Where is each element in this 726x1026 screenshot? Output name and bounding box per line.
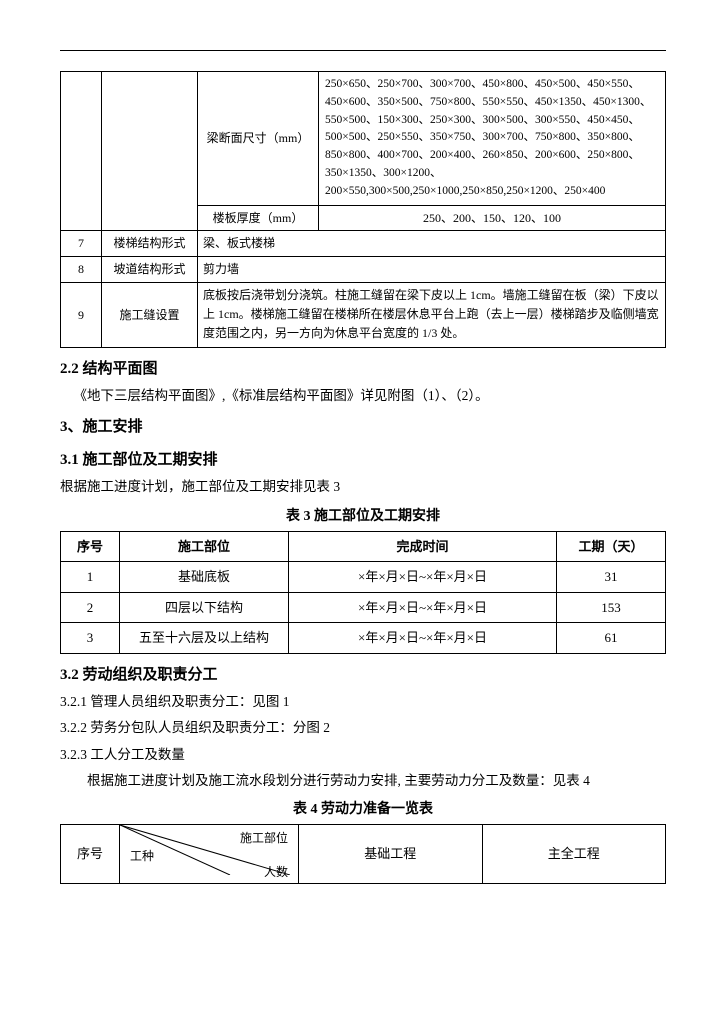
beam-section-values: 250×650、250×700、300×700、450×800、450×500、… xyxy=(319,72,666,206)
t4-col-main: 主全工程 xyxy=(482,825,666,884)
header-rule xyxy=(60,50,666,51)
structure-spec-table: 梁断面尺寸（mm） 250×650、250×700、300×700、450×80… xyxy=(60,71,666,348)
t3-cell: ×年×月×日~×年×月×日 xyxy=(289,562,557,593)
table4-caption: 表 4 劳动力准备一览表 xyxy=(60,799,666,820)
row7-value: 梁、板式楼梯 xyxy=(198,230,666,256)
row8-label: 坡道结构形式 xyxy=(102,256,198,282)
row8-value: 剪力墙 xyxy=(198,256,666,282)
t3-header: 序号 xyxy=(61,531,120,562)
row8-no: 8 xyxy=(61,256,102,282)
section-3-2-2: 3.2.2 劳务分包队人员组织及职责分工：分图 2 xyxy=(60,718,666,738)
slab-thickness-values: 250、200、150、120、100 xyxy=(319,205,666,230)
section-3-title: 3、施工安排 xyxy=(60,416,666,439)
diag-bot-label: 人数 xyxy=(264,863,288,881)
t3-cell: 四层以下结构 xyxy=(120,592,289,623)
section-3-1-body: 根据施工进度计划，施工部位及工期安排见表 3 xyxy=(60,477,666,497)
diag-top-label: 施工部位 xyxy=(240,829,288,847)
row9-value: 底板按后浇带划分浇筑。柱施工缝留在梁下皮以上 1cm。墙施工缝留在板（梁）下皮以… xyxy=(198,283,666,348)
row9-label: 施工缝设置 xyxy=(102,283,198,348)
section-2-2-title: 2.2 结构平面图 xyxy=(60,358,666,381)
section-2-2-body: 《地下三层结构平面图》,《标准层结构平面图》详见附图（1）、（2）。 xyxy=(60,386,666,406)
t3-cell: 1 xyxy=(61,562,120,593)
slab-thickness-label: 楼板厚度（mm） xyxy=(198,205,319,230)
t3-header: 完成时间 xyxy=(289,531,557,562)
t3-cell: 2 xyxy=(61,592,120,623)
t4-diagonal-header: 施工部位 工种 人数 xyxy=(120,825,299,884)
t3-cell: 基础底板 xyxy=(120,562,289,593)
t3-cell: 153 xyxy=(557,592,666,623)
table3-caption: 表 3 施工部位及工期安排 xyxy=(60,506,666,527)
row7-no: 7 xyxy=(61,230,102,256)
section-3-2-3: 3.2.3 工人分工及数量 xyxy=(60,745,666,765)
t3-cell: 3 xyxy=(61,623,120,654)
t4-col-foundation: 基础工程 xyxy=(299,825,483,884)
section-3-2-3-body: 根据施工进度计划及施工流水段划分进行劳动力安排, 主要劳动力分工及数量：见表 4 xyxy=(60,771,666,791)
schedule-table: 序号施工部位完成时间工期（天） 1基础底板×年×月×日~×年×月×日31 2四层以… xyxy=(60,531,666,654)
t3-header: 施工部位 xyxy=(120,531,289,562)
section-3-1-title: 3.1 施工部位及工期安排 xyxy=(60,449,666,472)
t3-cell: 五至十六层及以上结构 xyxy=(120,623,289,654)
t3-header: 工期（天） xyxy=(557,531,666,562)
labor-table: 序号 施工部位 工种 人数 基础工程 主全工程 xyxy=(60,824,666,884)
beam-section-label: 梁断面尺寸（mm） xyxy=(198,72,319,206)
t3-cell: ×年×月×日~×年×月×日 xyxy=(289,623,557,654)
diag-left-label: 工种 xyxy=(130,847,154,865)
t3-cell: ×年×月×日~×年×月×日 xyxy=(289,592,557,623)
t3-cell: 61 xyxy=(557,623,666,654)
row7-label: 楼梯结构形式 xyxy=(102,230,198,256)
t3-cell: 31 xyxy=(557,562,666,593)
section-3-2-1: 3.2.1 管理人员组织及职责分工：见图 1 xyxy=(60,692,666,712)
t4-header-no: 序号 xyxy=(61,825,120,884)
row9-no: 9 xyxy=(61,283,102,348)
section-3-2-title: 3.2 劳动组织及职责分工 xyxy=(60,664,666,687)
